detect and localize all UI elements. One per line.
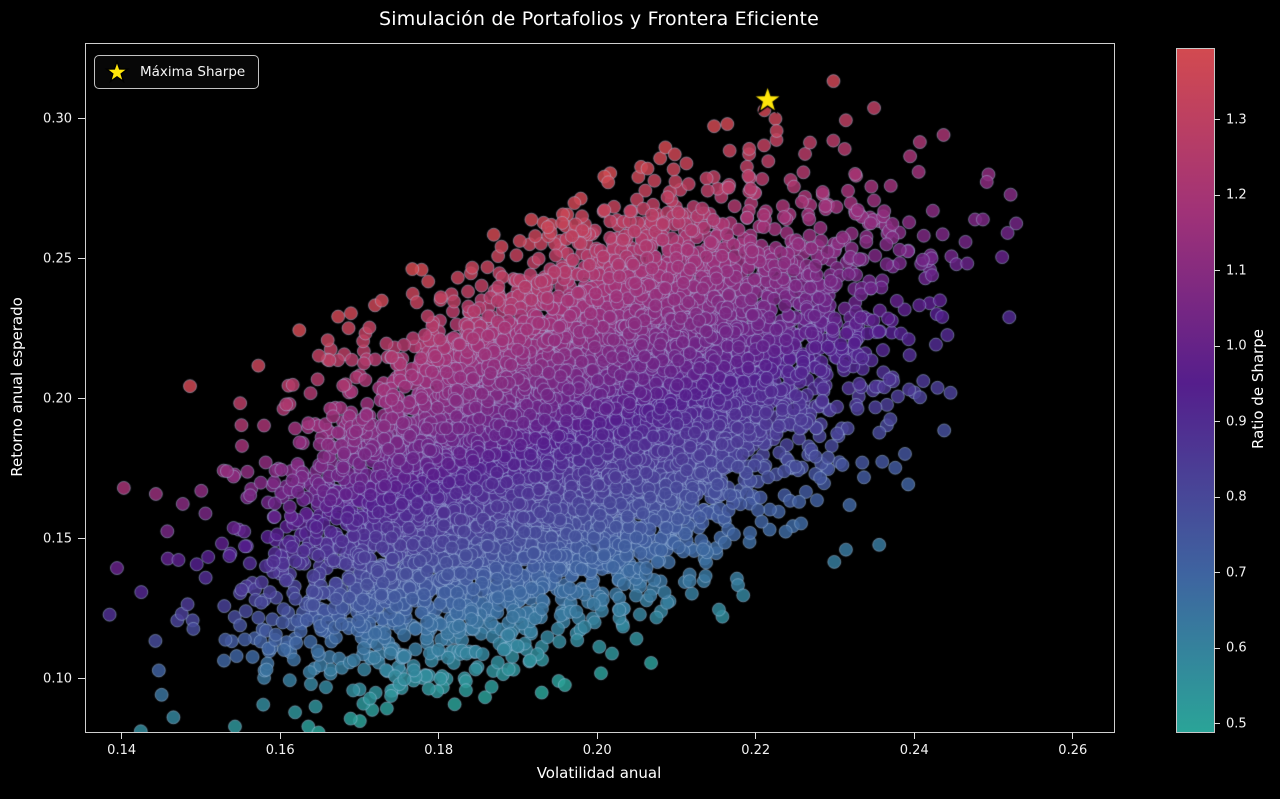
y-tick-label: 0.15 (43, 531, 72, 547)
colorbar-tick-label: 1.0 (1226, 338, 1247, 354)
x-tick-label: 0.20 (582, 743, 612, 758)
x-tick-label: 0.26 (1058, 743, 1088, 758)
legend[interactable]: Máxima Sharpe (94, 55, 260, 89)
colorbar-tick-label: 0.9 (1226, 414, 1247, 430)
x-tick-label: 0.18 (424, 743, 454, 758)
y-tick-label: 0.20 (43, 391, 72, 407)
scatter-canvas (86, 44, 1114, 732)
colorbar-tick-label: 0.8 (1226, 489, 1247, 505)
legend-label: Máxima Sharpe (140, 64, 246, 80)
colorbar-tick-label: 1.1 (1226, 263, 1247, 279)
star-icon (104, 60, 130, 84)
x-tick-label: 0.24 (899, 743, 929, 758)
x-tick-label: 0.16 (265, 743, 295, 758)
colorbar-tick-label: 1.3 (1226, 112, 1247, 128)
colorbar-tick-label: 0.5 (1226, 716, 1247, 732)
x-tick-label: 0.22 (741, 743, 771, 758)
plot-area: Máxima Sharpe 0.14 0.16 0.18 0.20 0.22 0.24 0.… (43, 43, 1115, 758)
colorbar-tick-label: 0.6 (1226, 640, 1247, 656)
x-tick-label: 0.14 (107, 743, 137, 758)
x-axis-label: Volatilidad anual (536, 764, 662, 782)
y-tick-label: 0.25 (43, 251, 72, 267)
y-tick-label: 0.10 (43, 671, 72, 687)
y-axis-label: Retorno anual esperado (8, 297, 26, 477)
colorbar-tick-label: 0.7 (1226, 565, 1247, 581)
colorbar-label: Ratio de Sharpe (1249, 329, 1267, 449)
colorbar: 0.5 0.6 0.7 0.8 0.9 1.0 1.1 1.2 1.3 (1176, 48, 1247, 733)
chart-title: Simulación de Portafolios y Frontera Efi… (378, 8, 820, 30)
colorbar-tick-label: 1.2 (1226, 187, 1247, 203)
y-tick-label: 0.30 (43, 111, 72, 126)
